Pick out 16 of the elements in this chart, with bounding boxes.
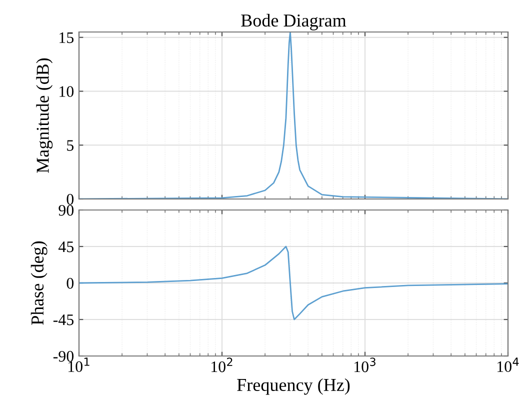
y-tick-label: 0 [66,278,74,289]
y-tick-label: 5 [67,140,74,151]
y-tick-label: 90 [58,204,74,216]
y-tick-label: -45 [53,314,74,326]
chart-title: Bode Diagram [241,14,346,30]
y-tick-label: 0 [66,194,74,205]
y-axis-title: Phase (deg) [30,241,48,325]
y-axis-title: Magnitude (dB) [36,58,53,173]
x-axis-title: Frequency (Hz) [237,378,350,395]
y-tick-label: 45 [58,242,74,252]
y-tick-label: 15 [60,32,74,44]
y-tick-label: -90 [53,350,74,362]
y-tick-label: 10 [60,86,74,97]
x-tick-label: 10$^{2}$ [212,358,232,372]
x-tick-label: 10$^{4}$ [498,358,519,372]
x-tick-label: 10$^{3}$ [354,358,376,372]
